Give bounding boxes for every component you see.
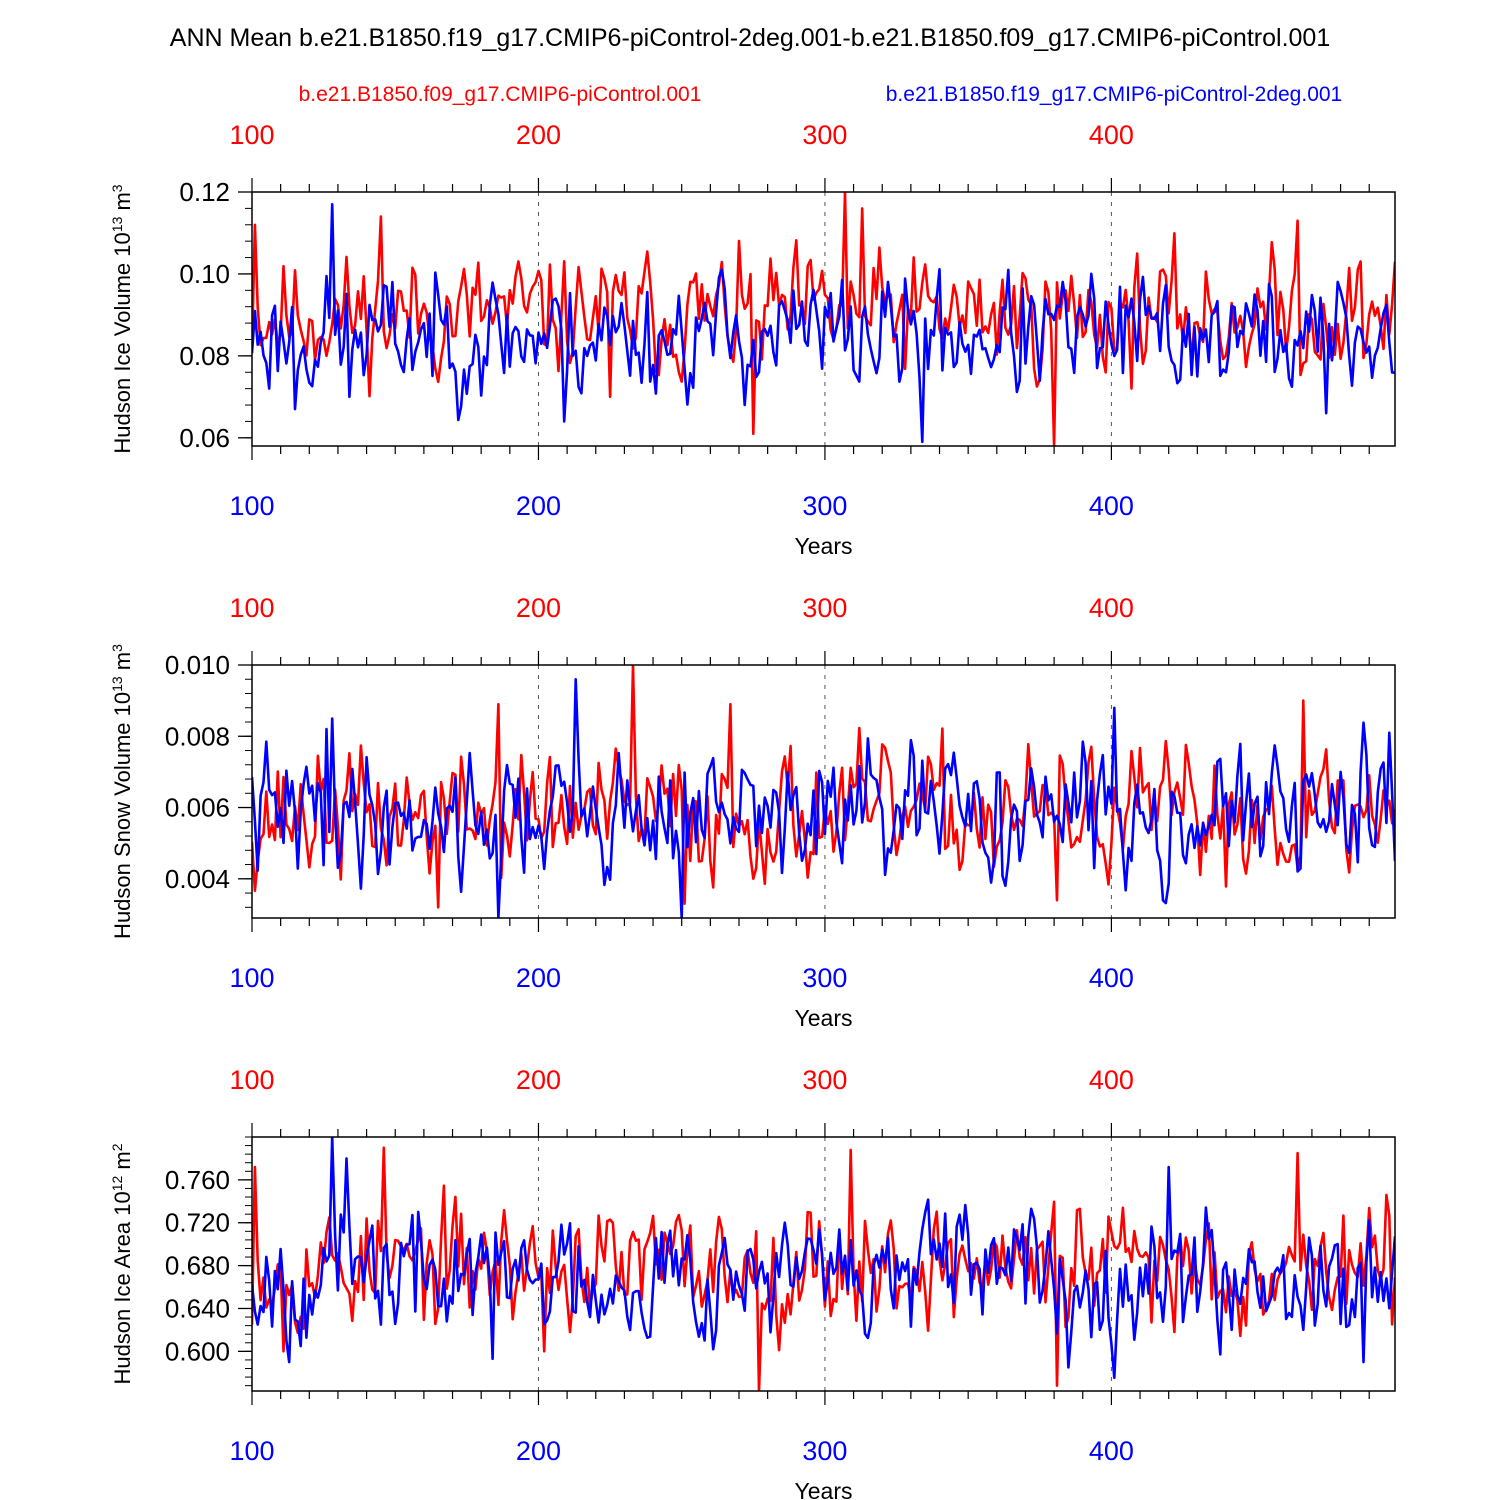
plot-frame xyxy=(251,191,1396,447)
x-tick-label-top: 300 xyxy=(802,593,847,623)
y-axis-label: Hudson Ice Area 1012 m2 xyxy=(109,1143,135,1384)
x-tick-label-bottom: 300 xyxy=(802,1436,847,1466)
x-tick-label-bottom: 200 xyxy=(516,491,561,521)
plot-frame xyxy=(251,1136,1396,1392)
x-tick-label-bottom: 400 xyxy=(1089,491,1134,521)
x-tick-label-top: 200 xyxy=(516,1065,561,1095)
y-tick-label: 0.006 xyxy=(165,793,230,823)
x-tick-label-bottom: 300 xyxy=(802,491,847,521)
x-tick-label-bottom: 200 xyxy=(516,963,561,993)
y-label-name: Hudson Ice Area xyxy=(110,1216,135,1385)
y-label-unit-exp: 13 xyxy=(109,216,125,232)
x-tick-label-top: 200 xyxy=(516,593,561,623)
x-tick-label-bottom: 300 xyxy=(802,963,847,993)
y-tick-label: 0.600 xyxy=(165,1336,230,1366)
panels: 0.06 0.08 0.10 0.12 100 100 200 200 300 300 400 400… xyxy=(109,120,1396,1500)
x-tick-label-top: 400 xyxy=(1089,593,1134,623)
y-tick-label: 0.680 xyxy=(165,1251,230,1281)
y-label-unit-m: m xyxy=(110,192,135,216)
chart-ice_area: 0.600 0.640 0.680 0.720 0.760 100 100 200 200 300… xyxy=(109,1065,1396,1500)
y-label-unit-m-exp: 3 xyxy=(109,644,125,652)
y-tick-label: 0.760 xyxy=(165,1165,230,1195)
x-tick-label-bottom: 400 xyxy=(1089,963,1134,993)
figure-title: ANN Mean b.e21.B1850.f19_g17.CMIP6-piCon… xyxy=(170,24,1330,52)
x-tick-label-top: 300 xyxy=(802,120,847,150)
x-tick-label-bottom: 100 xyxy=(229,963,274,993)
y-tick-label: 0.06 xyxy=(179,423,230,453)
plot-frame xyxy=(251,664,1396,919)
x-tick-label-bottom: 100 xyxy=(229,1436,274,1466)
y-tick-label: 0.640 xyxy=(165,1293,230,1323)
x-tick-label-top: 100 xyxy=(229,120,274,150)
y-tick-label: 0.720 xyxy=(165,1208,230,1238)
y-label-unit-base: 10 xyxy=(110,232,135,256)
chart-snow_volume: 0.004 0.006 0.008 0.010 100 100 200 200 300 300 40… xyxy=(109,593,1396,1031)
y-label-unit-m: m xyxy=(110,1151,135,1175)
y-label-unit-m-exp: 3 xyxy=(109,184,125,192)
y-label-name: Hudson Snow Volume xyxy=(110,716,135,939)
x-tick-label-top: 400 xyxy=(1089,120,1134,150)
y-tick-label: 0.08 xyxy=(179,341,230,371)
x-tick-label-bottom: 400 xyxy=(1089,1436,1134,1466)
x-axis-label: Years xyxy=(795,1005,853,1031)
x-tick-label-top: 100 xyxy=(229,593,274,623)
chart-ice_volume: 0.06 0.08 0.10 0.12 100 100 200 200 300 300 400 400… xyxy=(109,120,1396,559)
y-label-unit-base: 10 xyxy=(110,1191,135,1215)
x-tick-label-bottom: 100 xyxy=(229,491,274,521)
legend-blue-label: b.e21.B1850.f19_g17.CMIP6-piControl-2deg… xyxy=(886,83,1342,106)
x-axis-label: Years xyxy=(795,533,853,559)
x-tick-label-bottom: 200 xyxy=(516,1436,561,1466)
y-label-unit-exp: 13 xyxy=(109,676,125,692)
y-label-name: Hudson Ice Volume xyxy=(110,257,135,454)
series-line-blue xyxy=(252,1137,1395,1380)
y-label-unit-m: m xyxy=(110,652,135,676)
x-tick-label-top: 100 xyxy=(229,1065,274,1095)
legend-red-label: b.e21.B1850.f09_g17.CMIP6-piControl.001 xyxy=(299,83,702,106)
y-label-unit-exp: 12 xyxy=(109,1175,125,1191)
y-axis-label: Hudson Snow Volume 1013 m3 xyxy=(109,644,135,939)
series-line-blue xyxy=(252,203,1395,444)
y-tick-label: 0.12 xyxy=(179,177,230,207)
y-label-unit-m-exp: 2 xyxy=(109,1143,125,1151)
y-axis-label: Hudson Ice Volume 1013 m3 xyxy=(109,184,135,453)
series-line-red xyxy=(252,192,1395,446)
x-axis-label: Years xyxy=(795,1478,853,1500)
y-tick-label: 0.010 xyxy=(165,650,230,680)
y-tick-label: 0.004 xyxy=(165,864,230,894)
y-label-unit-base: 10 xyxy=(110,692,135,716)
x-tick-label-top: 300 xyxy=(802,1065,847,1095)
y-tick-label: 0.008 xyxy=(165,721,230,751)
x-tick-label-top: 200 xyxy=(516,120,561,150)
series-line-blue xyxy=(252,678,1395,918)
x-tick-label-top: 400 xyxy=(1089,1065,1134,1095)
y-tick-label: 0.10 xyxy=(179,259,230,289)
